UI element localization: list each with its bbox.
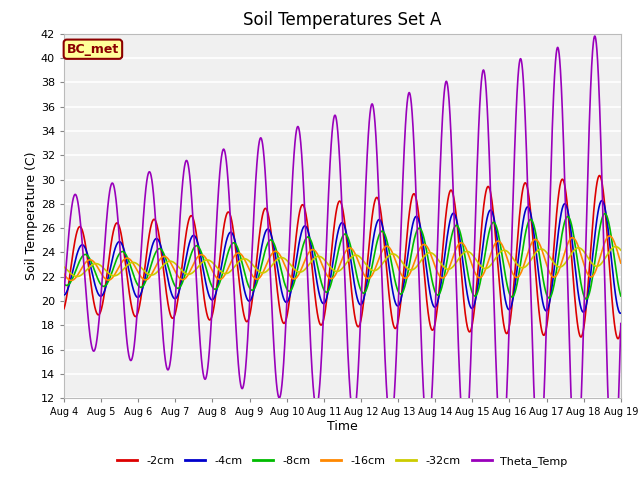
- X-axis label: Time: Time: [327, 420, 358, 433]
- Text: BC_met: BC_met: [67, 43, 119, 56]
- Title: Soil Temperatures Set A: Soil Temperatures Set A: [243, 11, 442, 29]
- Y-axis label: Soil Temperature (C): Soil Temperature (C): [25, 152, 38, 280]
- Legend: -2cm, -4cm, -8cm, -16cm, -32cm, Theta_Temp: -2cm, -4cm, -8cm, -16cm, -32cm, Theta_Te…: [113, 451, 572, 471]
